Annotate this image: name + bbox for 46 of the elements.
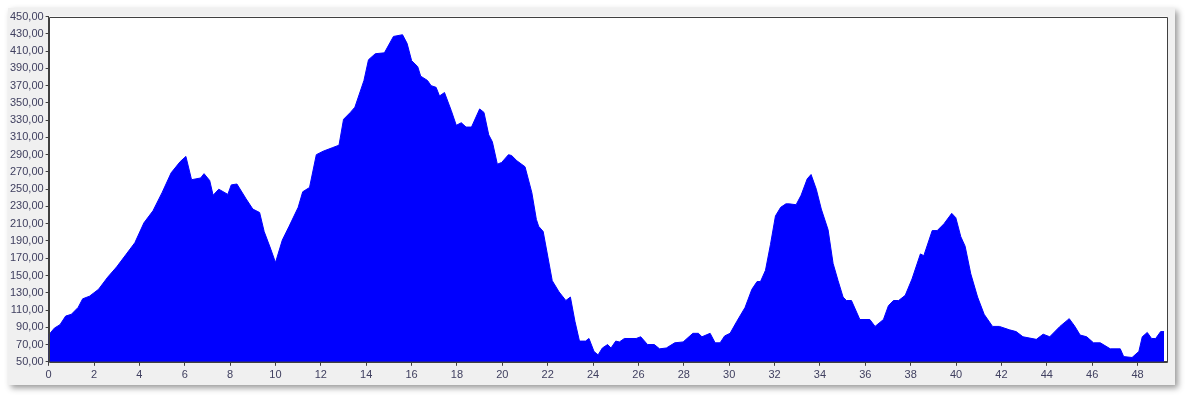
y-tick-label: 130,00 [9, 285, 44, 298]
x-tick-label: 18 [450, 368, 464, 381]
y-tick-label: 290,00 [9, 147, 44, 160]
x-tick-label: 20 [496, 368, 509, 381]
y-tick-label: 230,00 [9, 199, 44, 212]
x-tick-label: 24 [586, 368, 600, 381]
x-tick-label: 32 [768, 368, 781, 381]
y-tick-label: 390,00 [9, 61, 44, 74]
y-tick-label: 410,00 [9, 44, 44, 57]
y-tick-label: 350,00 [9, 95, 44, 108]
y-tick-label: 310,00 [9, 130, 44, 143]
x-tick-label: 12 [314, 368, 327, 381]
x-tick-label: 6 [181, 368, 188, 381]
x-tick-label: 30 [723, 368, 736, 381]
y-tick-label: 70,00 [16, 337, 44, 350]
x-tick-label: 36 [859, 368, 872, 381]
y-tick-label: 270,00 [9, 164, 44, 177]
y-tick-label: 170,00 [9, 251, 44, 264]
x-tick-label: 8 [227, 368, 234, 381]
x-tick-label: 48 [1131, 368, 1144, 381]
x-tick-label: 46 [1086, 368, 1099, 381]
y-tick-label: 150,00 [9, 268, 44, 281]
y-tick-label: 190,00 [9, 234, 44, 247]
y-tick-label: 330,00 [9, 113, 44, 126]
x-tick-label: 14 [360, 368, 373, 381]
y-tick-label: 370,00 [9, 78, 44, 91]
y-tick-label: 450,00 [9, 9, 44, 22]
x-tick-label: 22 [541, 368, 554, 381]
y-tick-label: 110,00 [10, 303, 44, 316]
x-tick-label: 0 [45, 368, 52, 381]
x-tick-label: 34 [813, 368, 827, 381]
x-tick-label: 4 [136, 368, 143, 381]
x-tick-label: 2 [90, 368, 98, 381]
x-tick-label: 28 [677, 368, 690, 381]
x-tick-label: 16 [405, 368, 418, 381]
y-tick-label: 430,00 [9, 26, 44, 39]
x-tick-label: 44 [1040, 368, 1053, 381]
y-tick-label: 90,00 [16, 320, 44, 333]
y-tick-label: 50,00 [16, 354, 44, 367]
y-tick-label: 210,00 [9, 216, 44, 229]
x-tick-label: 42 [995, 368, 1008, 381]
x-tick-label: 40 [949, 368, 963, 381]
x-tick-label: 26 [632, 368, 645, 381]
y-tick-label: 250,00 [9, 182, 44, 195]
x-tick-label: 38 [904, 368, 917, 381]
x-tick-label: 10 [269, 368, 282, 381]
